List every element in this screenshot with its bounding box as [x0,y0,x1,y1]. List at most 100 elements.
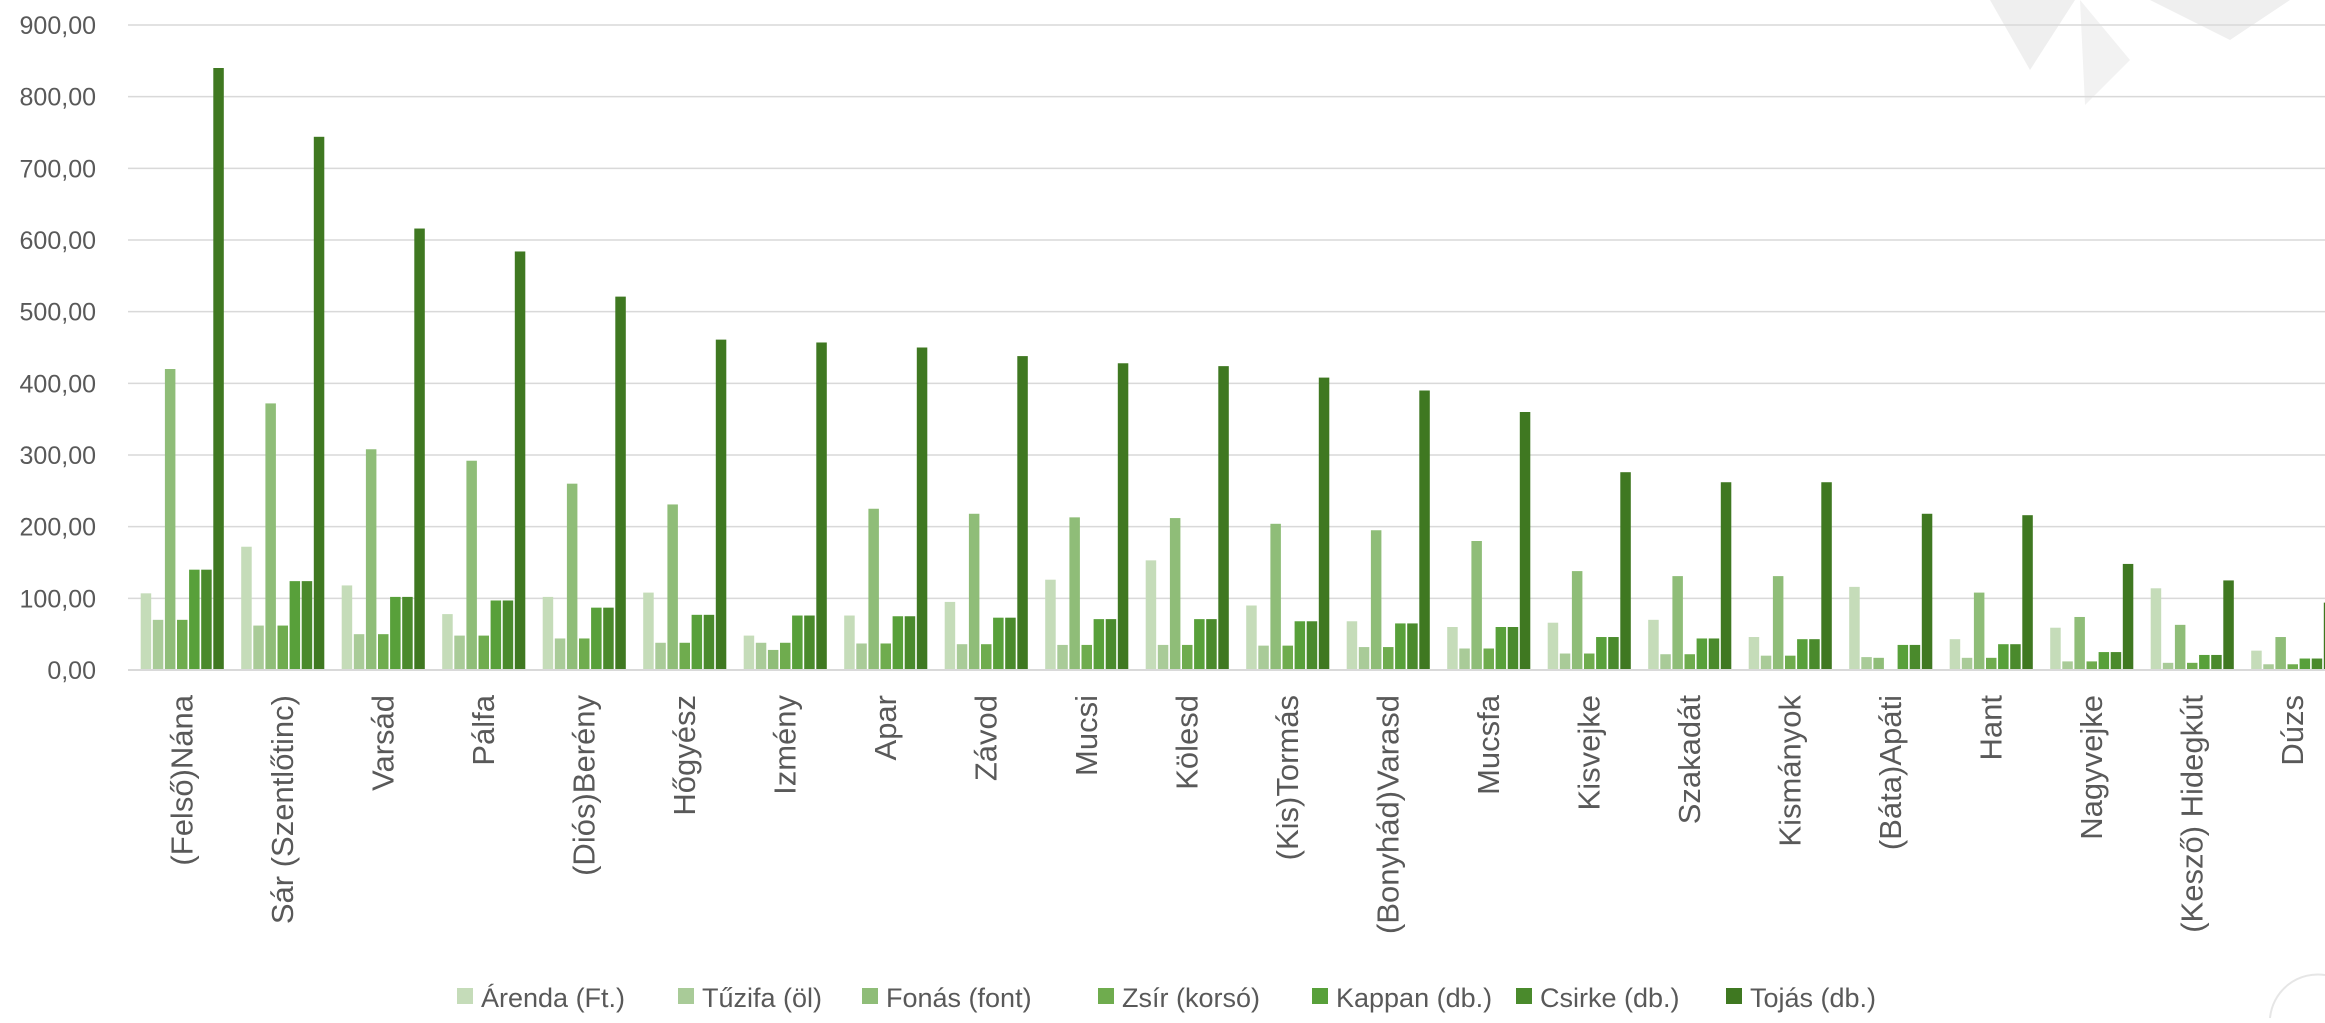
bar [152,619,164,670]
bar [566,483,578,670]
legend-swatch [457,988,473,1004]
y-tick-label: 500,00 [20,299,96,327]
bar [277,625,288,670]
bar [944,601,956,670]
bar [490,600,502,670]
bar [2098,652,2110,670]
bar [2287,664,2298,670]
bar [1483,648,1494,670]
legend-item: Zsír (korsó) [1098,983,1260,1013]
bar [2162,662,2174,670]
bar [1182,644,1193,670]
y-tick-label: 700,00 [20,155,96,183]
bar [1949,639,1961,670]
bar [1395,623,1406,670]
bar [301,581,313,670]
bar [2251,650,2262,670]
legend-label: Tojás (db.) [1750,983,1876,1013]
bar [402,596,413,670]
bar [201,569,212,670]
x-tick-label: Nagyvejke [2074,695,2109,840]
bar [591,607,602,670]
bar [289,581,301,670]
x-tick-label: Apar [868,695,903,760]
bar [1282,645,1293,670]
x-tick-label: Hőgyész [667,695,702,816]
bar [1459,648,1470,670]
y-tick-label: 300,00 [20,442,96,470]
bar [1986,657,1997,670]
bar [1748,637,1760,670]
bar [767,649,779,670]
legend-label: Kappan (db.) [1336,983,1492,1013]
x-tick-label: Dúzs [2275,695,2310,766]
bar [2122,563,2134,670]
bar [1861,657,1872,670]
legend-label: Árenda (Ft.) [481,983,625,1013]
bar [442,614,453,670]
legend-swatch [678,988,694,1004]
bar [1684,654,1695,670]
bar [956,644,968,670]
bar [1760,655,1772,670]
bar [892,616,904,670]
bar [679,642,690,670]
y-tick-label: 0,00 [47,657,96,685]
bar [177,619,188,670]
x-tick-label: (Báta)Apáti [1873,695,1908,850]
bar [1708,638,1720,670]
y-tick-label: 800,00 [20,84,96,112]
legend-swatch [1312,988,1328,1004]
bar [2223,580,2234,670]
bar [2050,627,2061,670]
bar [2086,661,2097,670]
bar [1873,657,1884,670]
legend-label: Csirke (db.) [1540,983,1680,1013]
bar [868,508,879,670]
x-tick-label: Pálfa [466,694,501,765]
x-tick-label: Mucsi [1069,695,1104,776]
bar [1519,412,1531,670]
bar [2275,637,2286,670]
x-tick-label: Varsád [365,695,400,791]
bar [478,635,489,670]
legend-item: Csirke (db.) [1516,983,1680,1013]
bar [1897,644,1909,670]
bar [1797,639,1808,670]
bar [1206,619,1217,670]
bar [1045,579,1056,670]
y-tick-label: 600,00 [20,227,96,255]
x-axis: (Felső)Nána Sár (Szentlőtinc) Varsád Pálfa (… [128,669,2325,934]
legend-label: Tűzifa (öl) [702,983,822,1013]
bar [454,635,465,670]
bar [1998,644,2009,670]
x-tick-label: (Kis)Tormás [1270,695,1305,860]
bar [2311,658,2323,670]
bar [554,638,566,670]
legend-swatch [862,988,878,1004]
bar [2110,652,2122,670]
bar [2150,588,2162,670]
bar [643,592,654,670]
bar [715,339,727,670]
legend-swatch [1726,988,1742,1004]
x-tick-label: Kisvejke [1571,695,1606,810]
bar [579,638,590,670]
bar [1005,617,1016,670]
bar [916,347,928,670]
bar [241,546,252,670]
bar [2074,616,2085,670]
bar [1973,592,1985,670]
bar [1495,627,1507,670]
y-tick-label: 100,00 [20,585,96,613]
x-tick-label: Hant [1973,695,2008,761]
bar [1358,647,1370,670]
bar [341,585,353,670]
bar [1419,390,1430,670]
x-tick-label: Sár (Szentlőtinc) [265,695,300,924]
bar [378,634,389,670]
bar [353,634,365,670]
corner-shape-2 [2080,0,2130,105]
bar [703,614,715,670]
x-tick-label: (Diós)Berény [566,695,601,876]
